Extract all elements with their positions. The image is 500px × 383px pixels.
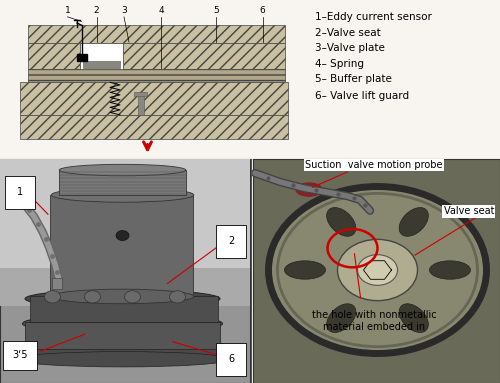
Bar <box>82 61 120 68</box>
Text: 2: 2 <box>228 236 234 246</box>
Bar <box>80 43 122 69</box>
Ellipse shape <box>295 182 323 197</box>
Text: 5– Buffer plate: 5– Buffer plate <box>315 74 392 84</box>
Text: 4– Spring: 4– Spring <box>315 59 364 69</box>
Text: 6: 6 <box>260 6 266 15</box>
Bar <box>52 278 62 289</box>
Bar <box>0 268 250 306</box>
Bar <box>76 54 86 61</box>
Circle shape <box>338 239 417 301</box>
Text: 5: 5 <box>213 6 219 15</box>
Bar <box>134 92 147 96</box>
Circle shape <box>116 231 129 241</box>
Bar <box>15 347 230 359</box>
Bar <box>0 0 500 159</box>
Circle shape <box>170 291 186 303</box>
Text: Valve seat: Valve seat <box>444 206 494 216</box>
Ellipse shape <box>12 337 232 360</box>
Circle shape <box>124 291 140 303</box>
Bar <box>252 159 500 383</box>
Text: the hole with nonmetallic
material embeded in: the hole with nonmetallic material embed… <box>312 310 436 332</box>
Ellipse shape <box>52 289 194 304</box>
Ellipse shape <box>60 164 186 176</box>
Text: Suction  valve motion probe: Suction valve motion probe <box>305 160 443 170</box>
Text: 3–Valve plate: 3–Valve plate <box>315 43 385 53</box>
Ellipse shape <box>15 352 230 367</box>
Bar <box>20 82 287 115</box>
Ellipse shape <box>399 208 428 236</box>
Text: 6: 6 <box>228 354 234 364</box>
Text: 3‘5: 3‘5 <box>12 350 28 360</box>
Bar <box>59 170 186 195</box>
Ellipse shape <box>284 261 326 279</box>
Bar <box>122 43 285 69</box>
Text: 4: 4 <box>158 6 164 15</box>
Bar <box>0 159 250 383</box>
Bar <box>0 159 250 268</box>
Ellipse shape <box>399 304 428 332</box>
Circle shape <box>84 291 100 303</box>
Ellipse shape <box>326 208 356 236</box>
Circle shape <box>268 187 486 354</box>
Text: 2: 2 <box>94 6 100 15</box>
Ellipse shape <box>22 314 222 334</box>
Bar <box>50 195 193 296</box>
Text: 3: 3 <box>121 6 127 15</box>
Bar <box>20 115 287 139</box>
Ellipse shape <box>52 188 194 202</box>
Text: 6– Valve lift guard: 6– Valve lift guard <box>315 91 409 101</box>
Ellipse shape <box>25 290 220 308</box>
Bar <box>25 322 220 349</box>
Bar <box>30 296 218 322</box>
Bar <box>28 25 285 43</box>
Text: 1: 1 <box>64 6 70 15</box>
Text: 2–Valve seat: 2–Valve seat <box>315 28 381 38</box>
Text: 1–Eddy current sensor: 1–Eddy current sensor <box>315 12 432 22</box>
Bar <box>28 69 285 82</box>
Ellipse shape <box>326 304 356 332</box>
Circle shape <box>358 255 398 285</box>
Bar <box>28 43 80 69</box>
Bar <box>138 94 143 115</box>
Circle shape <box>44 291 60 303</box>
Ellipse shape <box>430 261 470 279</box>
Text: 1: 1 <box>17 187 23 197</box>
